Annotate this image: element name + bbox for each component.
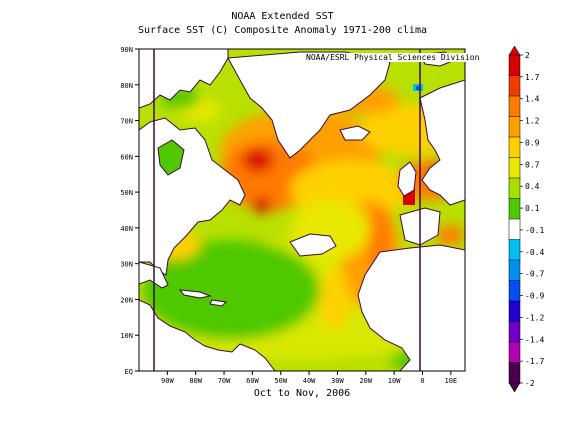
colorbar-swatch (508, 341, 521, 364)
longitude-axis: 90W 80W 70W 60W 50W 40W 30W 20W 10W 0 10E (161, 371, 457, 385)
lat-label: 30N (120, 261, 133, 269)
colorbar-swatch (508, 362, 521, 384)
lon-label: 50W (274, 377, 287, 385)
colorbar-label: -1.4 (525, 335, 544, 344)
lat-label: 70N (120, 118, 133, 126)
colorbar-label: -1.7 (525, 357, 544, 366)
colorbar: 2 1.7 1.4 1.2 0.9 0.7 0.4 0.1 -0.1 -0.4 -0.7 -0.9 -1… (508, 45, 544, 393)
colorbar-label: 0.9 (525, 138, 540, 147)
colorbar-label: 0.1 (525, 204, 540, 213)
colorbar-swatch (508, 75, 521, 97)
lon-label: 70W (218, 377, 231, 385)
land-masses (139, 49, 465, 371)
lon-label: 0 (420, 377, 424, 385)
colorbar-swatch (508, 136, 521, 159)
colorbar-label: -0.7 (525, 270, 544, 279)
colorbar-label: -0.4 (525, 248, 544, 257)
lon-label: 30W (331, 377, 344, 385)
credit-label: NOAA/ESRL Physical Sciences Division (305, 53, 481, 62)
colorbar-label: 2 (525, 51, 530, 60)
colorbar-swatch (508, 259, 521, 282)
colorbar-label: 1.4 (525, 95, 540, 104)
colorbar-label: 0.4 (525, 182, 540, 191)
colorbar-swatch (508, 321, 521, 343)
lon-label: 10W (388, 377, 401, 385)
latitude-axis: 90N 80N 70N 60N 50N 40N 30N 20N 10N EQ (120, 46, 139, 376)
colorbar-swatch (508, 54, 521, 77)
lat-label: 90N (120, 46, 133, 54)
colorbar-top-arrow (508, 45, 521, 56)
colorbar-bottom-arrow (508, 382, 521, 393)
lon-label: 60W (246, 377, 259, 385)
colorbar-swatch (508, 116, 521, 138)
colorbar-swatch (508, 95, 521, 118)
colorbar-swatch (508, 239, 521, 261)
period-label: Oct to Nov, 2006 (253, 388, 351, 399)
colorbar-swatch (508, 198, 521, 220)
colorbar-swatch (508, 218, 521, 241)
colorbar-label: -0.9 (525, 292, 544, 301)
sst-field (139, 49, 465, 371)
lon-label: 80W (189, 377, 202, 385)
colorbar-label: -1.2 (525, 313, 544, 322)
figure-subtitle: Surface SST (C) Composite Anomaly 1971-2… (138, 25, 427, 36)
figure-title: NOAA Extended SST (231, 11, 334, 22)
colorbar-swatch (508, 300, 521, 323)
colorbar-swatch (508, 157, 521, 179)
lat-label: 80N (120, 82, 133, 90)
lat-label: 50N (120, 189, 133, 197)
colorbar-label: -2 (525, 379, 535, 388)
colorbar-label: 1.2 (525, 117, 540, 126)
lat-label: 10N (120, 332, 133, 340)
colorbar-swatch (508, 177, 521, 200)
lat-label: EQ (125, 368, 133, 376)
colorbar-label: 0.7 (525, 160, 540, 169)
lat-label: 60N (120, 153, 133, 161)
colorbar-swatch (508, 280, 521, 302)
lon-label: 90W (161, 377, 174, 385)
colorbar-label: 1.7 (525, 73, 540, 82)
lon-label: 20W (359, 377, 372, 385)
lon-label: 40W (303, 377, 316, 385)
colorbar-label: -0.1 (525, 226, 544, 235)
lon-label: 10E (444, 377, 457, 385)
lat-label: 40N (120, 225, 133, 233)
lat-label: 20N (120, 296, 133, 304)
map-frame (138, 48, 466, 372)
